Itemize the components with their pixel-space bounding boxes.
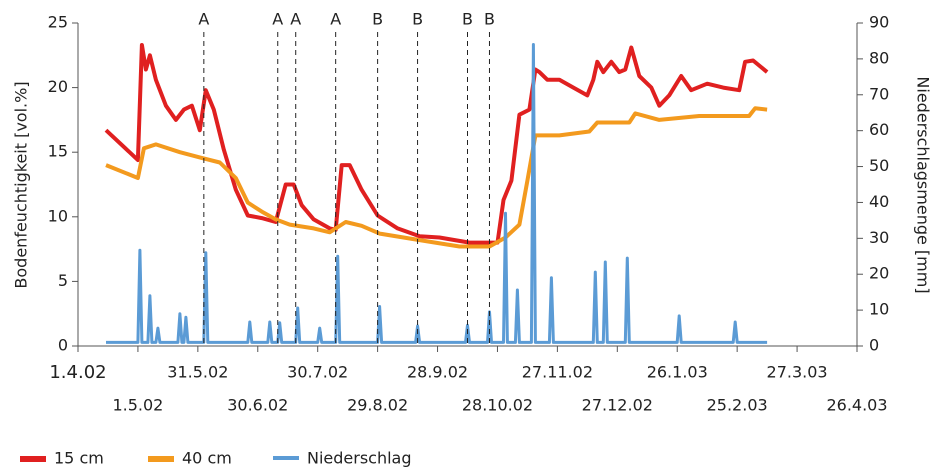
- x-tick-label: 28.10.02: [462, 396, 533, 415]
- annotation-label: B: [412, 10, 423, 29]
- annotation-label: B: [484, 10, 495, 29]
- y2-tick-label: 0: [869, 336, 879, 355]
- legend-label: 40 cm: [182, 449, 232, 468]
- x-tick-label: 30.7.02: [287, 363, 348, 382]
- x-tick-label: 27.12.02: [582, 396, 653, 415]
- x-tick-label: 28.9.02: [407, 363, 468, 382]
- y2-tick-label: 50: [869, 156, 889, 175]
- y2-tick-label: 20: [869, 264, 889, 283]
- x-tick-label: 25.2.03: [707, 396, 768, 415]
- x-tick-label: 1.5.02: [112, 396, 163, 415]
- legend-swatch: [273, 456, 299, 460]
- annotation-label: A: [290, 10, 301, 29]
- y-tick-label: 15: [48, 142, 68, 161]
- data-line: [104, 43, 769, 245]
- y2-tick-label: 60: [869, 120, 889, 139]
- y2-tick-label: 30: [869, 228, 889, 247]
- y2-tick-label: 40: [869, 192, 889, 211]
- y-tick-label: 20: [48, 77, 68, 96]
- annotation-label: A: [198, 10, 209, 29]
- x-tick-label: 26.1.03: [647, 363, 708, 382]
- x-tick-label: 26.4.03: [826, 396, 887, 415]
- y2-axis-title: Niederschlagsmenge [mm]: [914, 76, 933, 293]
- x-tick-label: 30.6.02: [227, 396, 288, 415]
- x-tick-label: 27.11.02: [522, 363, 593, 382]
- y-tick-label: 5: [58, 271, 68, 290]
- data-line: [106, 43, 768, 344]
- annotation-label: B: [372, 10, 383, 29]
- y2-tick-label: 80: [869, 48, 889, 67]
- annotation-label: A: [330, 10, 341, 29]
- y-tick-label: 0: [58, 336, 68, 355]
- y2-tick-label: 90: [869, 13, 889, 32]
- y2-tick-label: 70: [869, 84, 889, 103]
- data-line: [105, 106, 768, 249]
- x-tick-label: 1.4.02: [49, 362, 106, 383]
- legend-swatch: [20, 456, 46, 462]
- y-tick-label: 10: [48, 206, 68, 225]
- y-axis-title: Bodenfeuchtigkeit [vol.%]: [12, 81, 31, 288]
- x-tick-label: 27.3.03: [767, 363, 828, 382]
- y-tick-label: 25: [48, 13, 68, 32]
- legend-label: Niederschlag: [307, 449, 412, 468]
- legend-swatch: [148, 456, 174, 462]
- annotation-label: A: [272, 10, 283, 29]
- x-tick-label: 29.8.02: [347, 396, 408, 415]
- y2-tick-label: 10: [869, 300, 889, 319]
- legend-label: 15 cm: [54, 449, 104, 468]
- annotation-label: B: [462, 10, 473, 29]
- x-tick-label: 31.5.02: [167, 363, 228, 382]
